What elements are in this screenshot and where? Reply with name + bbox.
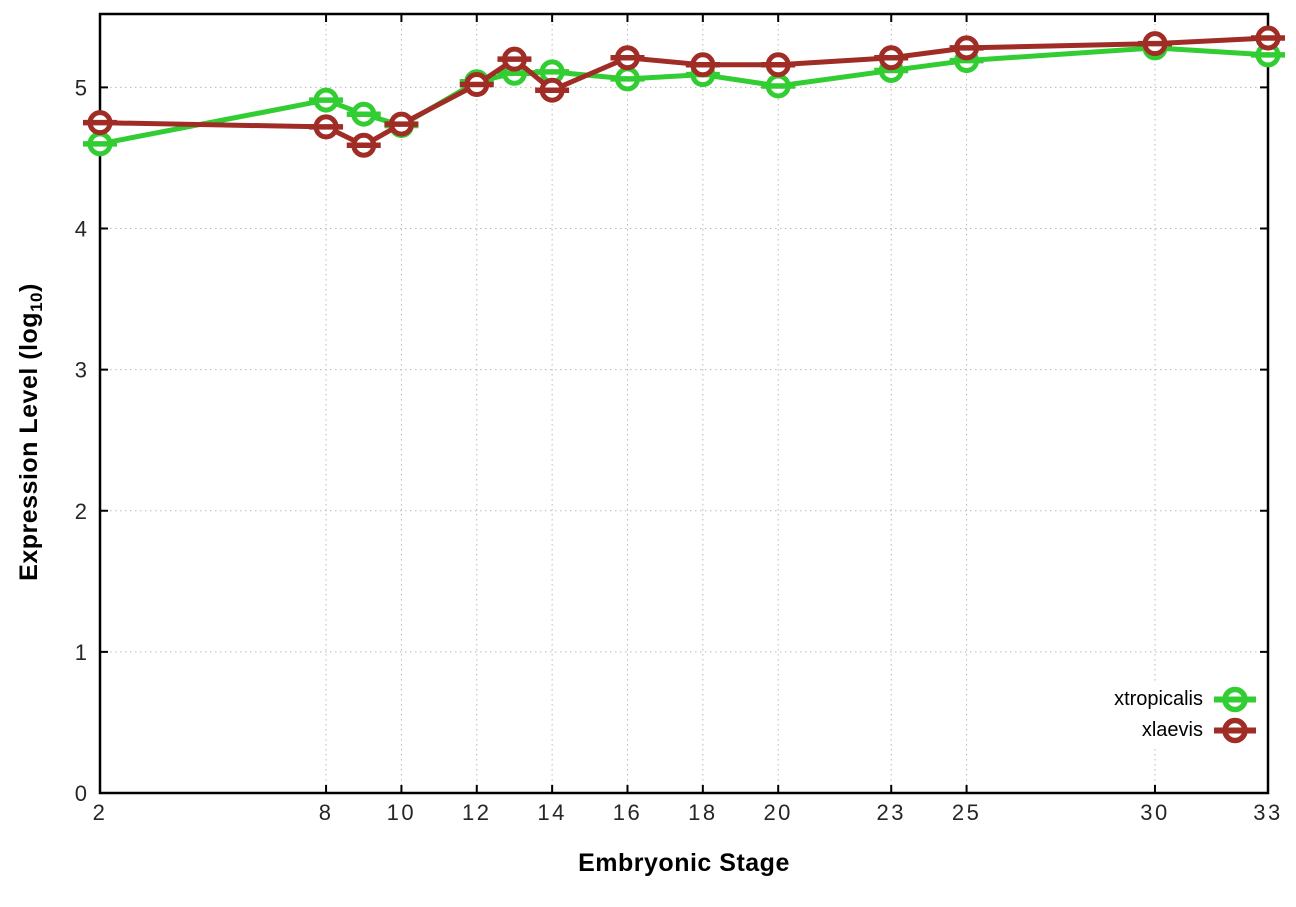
legend: xtropicalis xlaevis xyxy=(1096,682,1262,748)
y-tick-label-1: 1 xyxy=(75,640,87,665)
y-axis-title-subscript: 10 xyxy=(27,291,46,312)
data-point-xlaevis-stage-2 xyxy=(83,110,117,136)
x-tick-label-14: 14 xyxy=(537,800,566,825)
data-point-xlaevis-stage-16 xyxy=(610,45,645,71)
data-point-xlaevis-stage-25 xyxy=(949,35,984,61)
data-point-xlaevis-stage-18 xyxy=(685,52,720,78)
legend-marker-icon-xtropicalis xyxy=(1214,686,1256,713)
y-axis-title-text: Expression Level (log xyxy=(15,311,43,581)
y-tick-label-3: 3 xyxy=(75,358,87,383)
x-tick-label-20: 20 xyxy=(763,800,792,825)
series-xtropicalis xyxy=(83,35,1285,157)
x-tick-label-25: 25 xyxy=(952,800,981,825)
data-point-xtropicalis-stage-16 xyxy=(610,66,645,92)
x-tick-label-8: 8 xyxy=(319,800,334,825)
data-point-xlaevis-stage-23 xyxy=(874,45,909,71)
legend-item-xtropicalis: xtropicalis xyxy=(1114,686,1258,713)
data-point-xlaevis-stage-13 xyxy=(497,46,532,72)
legend-label-xlaevis: xlaevis xyxy=(1141,719,1203,741)
data-point-xtropicalis-stage-8 xyxy=(309,87,344,113)
legend-item-xlaevis: xlaevis xyxy=(1114,717,1258,744)
series-xlaevis xyxy=(83,25,1285,158)
x-tick-label-12: 12 xyxy=(462,800,491,825)
data-point-xtropicalis-stage-9 xyxy=(346,101,381,127)
data-point-xlaevis-stage-10 xyxy=(384,111,419,137)
x-tick-label-23: 23 xyxy=(876,800,905,825)
y-tick-label-0: 0 xyxy=(75,781,87,806)
y-tick-label-4: 4 xyxy=(75,217,87,242)
data-point-xlaevis-stage-8 xyxy=(309,114,344,140)
y-axis-title-suffix: ) xyxy=(15,283,43,292)
data-point-xlaevis-stage-20 xyxy=(761,52,796,78)
legend-marker-icon-xlaevis xyxy=(1214,717,1256,744)
y-tick-label-5: 5 xyxy=(75,75,87,100)
x-tick-label-2: 2 xyxy=(93,800,108,825)
data-point-xlaevis-stage-14 xyxy=(535,77,570,103)
x-tick-label-10: 10 xyxy=(387,800,416,825)
data-point-xlaevis-stage-33 xyxy=(1251,25,1285,51)
legend-label-xtropicalis: xtropicalis xyxy=(1114,688,1203,710)
data-point-xlaevis-stage-30 xyxy=(1137,31,1172,57)
data-point-xlaevis-stage-9 xyxy=(346,132,381,158)
data-point-xtropicalis-stage-33 xyxy=(1251,42,1285,68)
x-axis-title: Embryonic Stage xyxy=(578,849,790,877)
data-point-xtropicalis-stage-2 xyxy=(83,131,117,157)
x-tick-label-16: 16 xyxy=(613,800,642,825)
x-tick-label-33: 33 xyxy=(1253,800,1282,825)
data-point-xlaevis-stage-12 xyxy=(459,72,494,98)
y-axis-title: Expression Level (log10) xyxy=(15,283,47,581)
plot-border xyxy=(98,12,1270,795)
data-point-xtropicalis-stage-20 xyxy=(761,73,796,99)
x-tick-label-18: 18 xyxy=(688,800,717,825)
x-tick-label-30: 30 xyxy=(1140,800,1169,825)
y-tick-label-2: 2 xyxy=(75,499,87,524)
